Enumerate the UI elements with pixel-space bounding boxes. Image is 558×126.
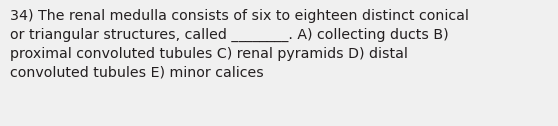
Text: 34) The renal medulla consists of six to eighteen distinct conical
or triangular: 34) The renal medulla consists of six to… — [10, 9, 469, 80]
